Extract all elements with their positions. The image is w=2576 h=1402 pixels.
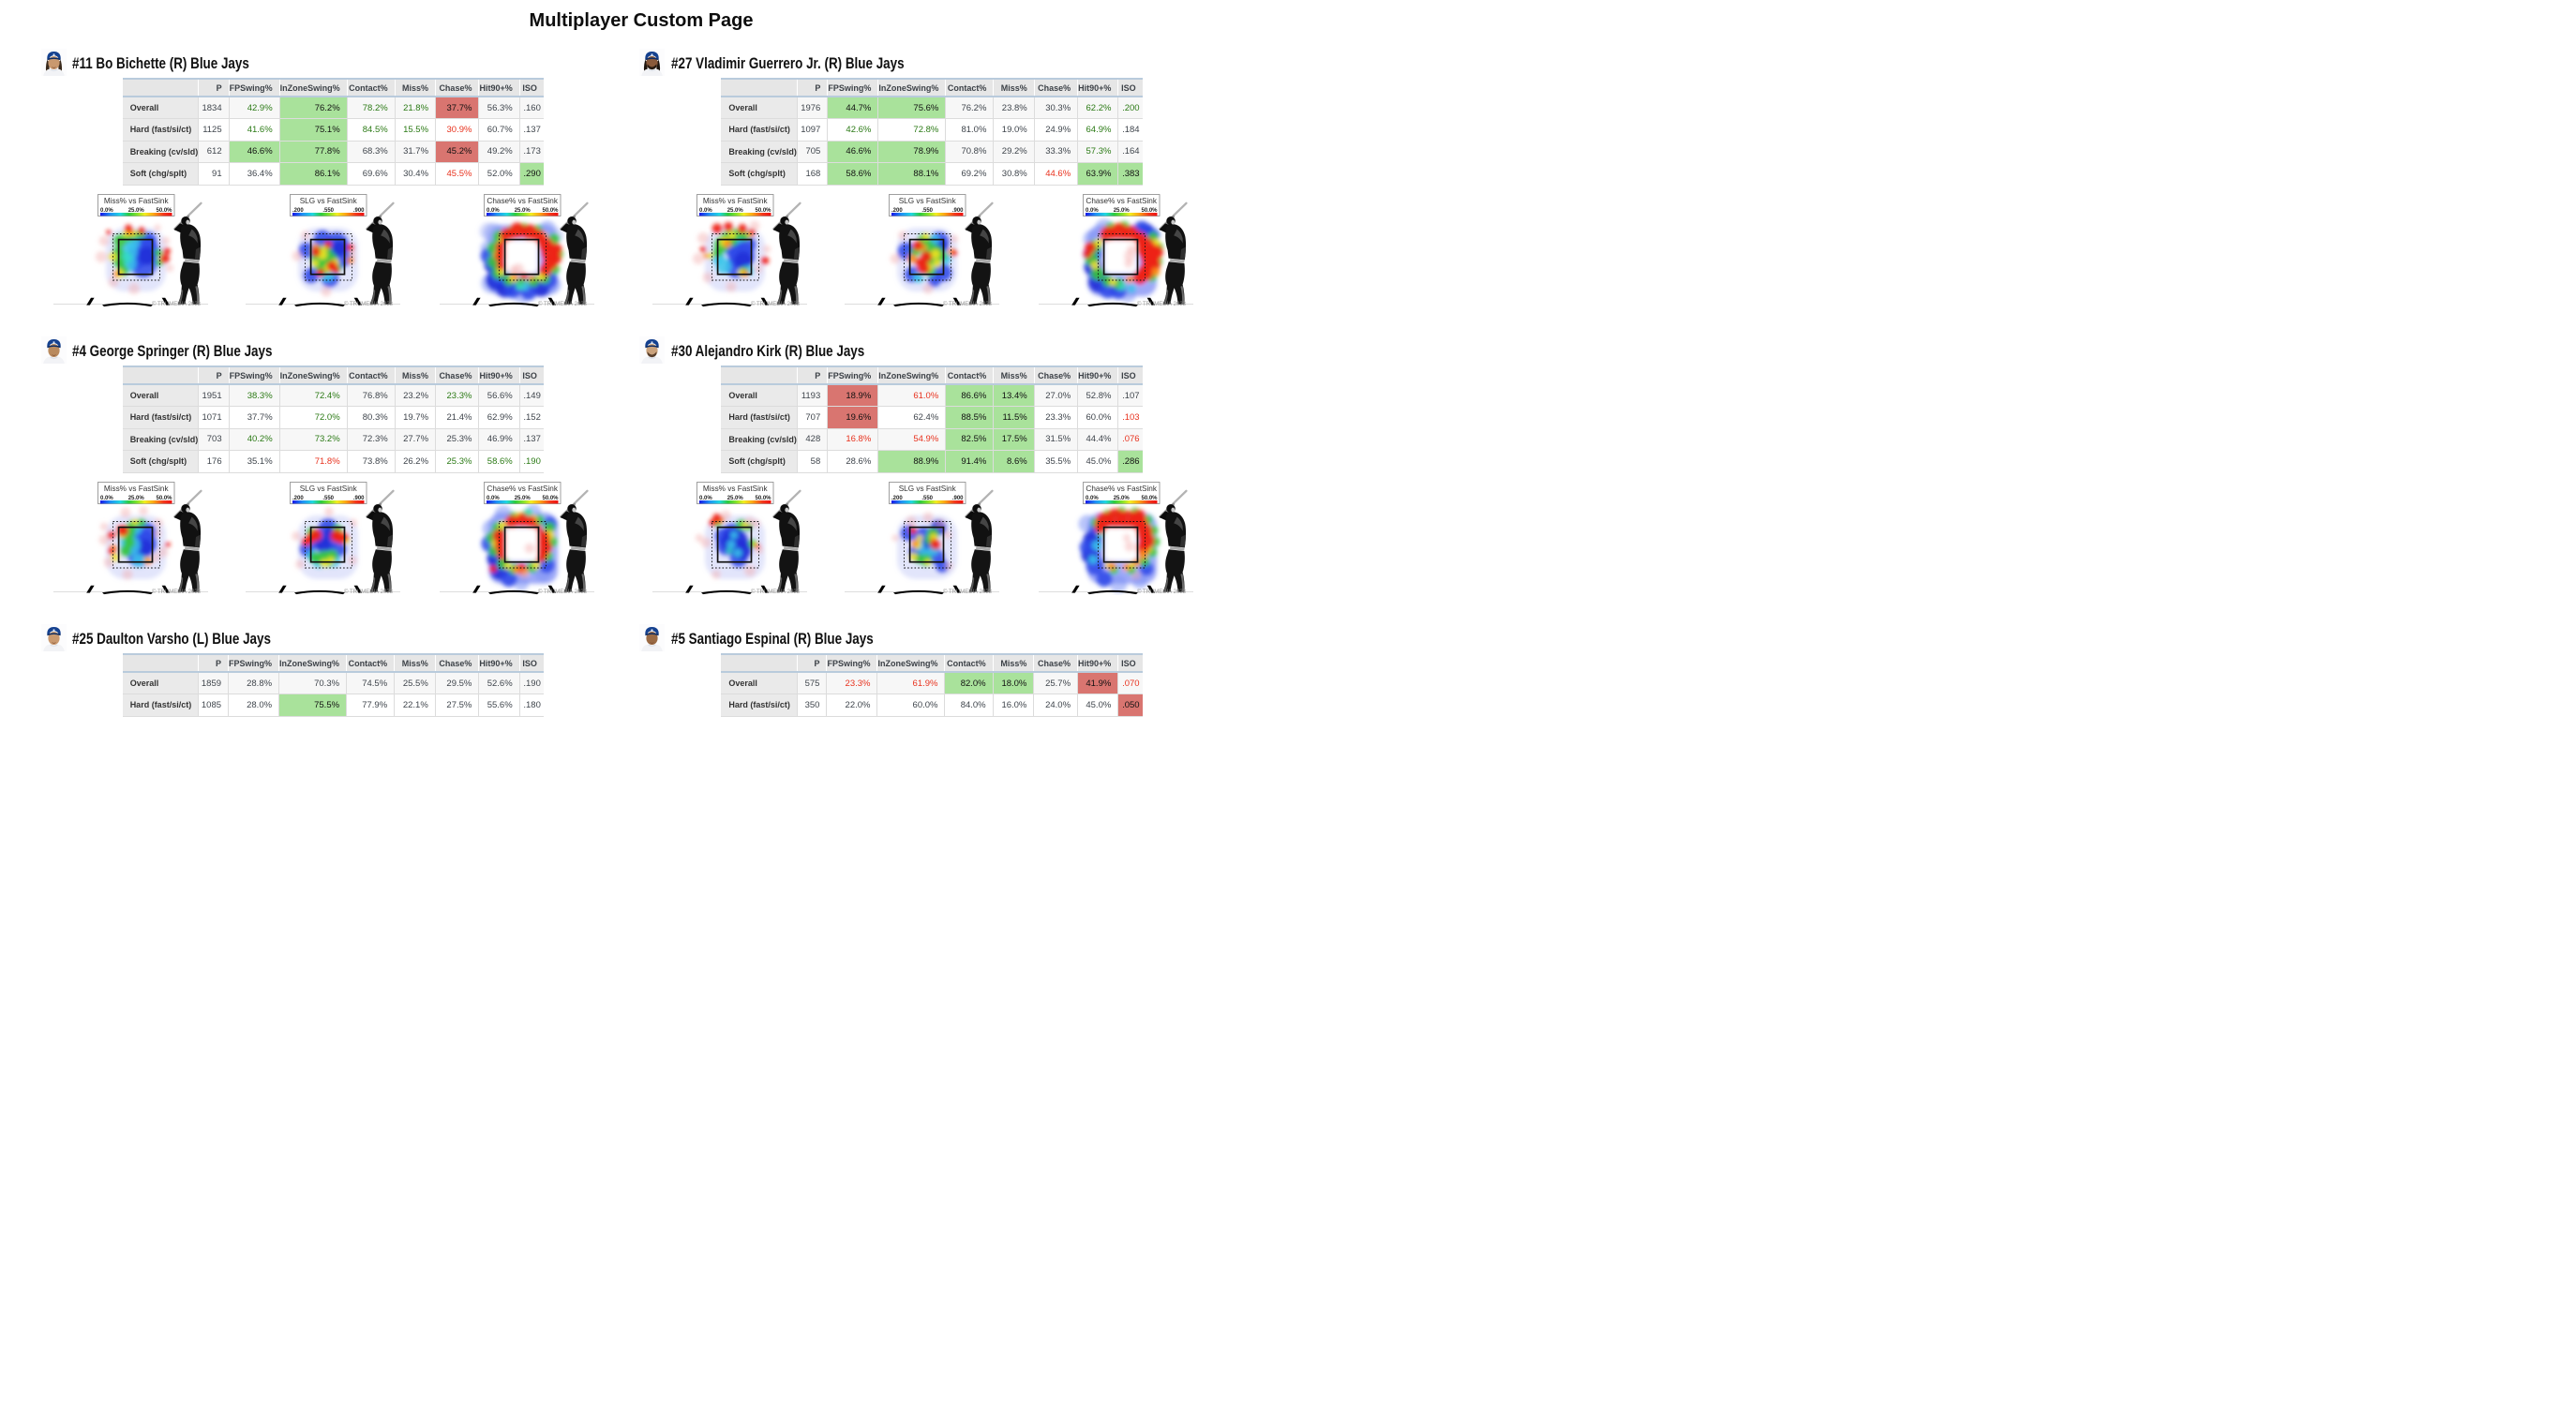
svg-text:© TRUMEDIA 2023: © TRUMEDIA 2023 xyxy=(344,589,394,595)
svg-text:Chase% vs FastSink: Chase% vs FastSink xyxy=(487,197,558,205)
svg-text:0.0%: 0.0% xyxy=(487,208,500,214)
svg-text:.200: .200 xyxy=(891,208,903,214)
svg-text:0.0%: 0.0% xyxy=(100,208,113,214)
svg-text:0.0%: 0.0% xyxy=(1086,208,1099,214)
svg-text:SLG vs FastSink: SLG vs FastSink xyxy=(898,197,956,205)
svg-text:© TRUMEDIA 2023: © TRUMEDIA 2023 xyxy=(751,301,801,307)
svg-text:50.0%: 50.0% xyxy=(755,208,771,214)
svg-text:.550: .550 xyxy=(322,496,334,501)
svg-text:.900: .900 xyxy=(353,496,365,501)
svg-text:SLG vs FastSink: SLG vs FastSink xyxy=(898,485,956,493)
svg-text:© TRUMEDIA 2023: © TRUMEDIA 2023 xyxy=(538,589,588,595)
svg-text:.550: .550 xyxy=(921,208,933,214)
svg-text:© TRUMEDIA 2023: © TRUMEDIA 2023 xyxy=(152,301,202,307)
svg-text:25.0%: 25.0% xyxy=(128,496,145,501)
svg-text:50.0%: 50.0% xyxy=(156,496,172,501)
svg-text:0.0%: 0.0% xyxy=(699,208,712,214)
svg-text:.200: .200 xyxy=(292,496,304,501)
svg-text:© TRUMEDIA 2023: © TRUMEDIA 2023 xyxy=(344,301,394,307)
svg-text:.200: .200 xyxy=(891,496,903,501)
svg-text:50.0%: 50.0% xyxy=(755,496,771,501)
svg-text:.900: .900 xyxy=(952,496,964,501)
svg-text:25.0%: 25.0% xyxy=(128,208,145,214)
svg-text:25.0%: 25.0% xyxy=(1113,208,1130,214)
svg-text:© TRUMEDIA 2023: © TRUMEDIA 2023 xyxy=(943,589,993,595)
svg-text:50.0%: 50.0% xyxy=(542,208,559,214)
svg-text:25.0%: 25.0% xyxy=(726,496,743,501)
svg-text:Miss% vs FastSink: Miss% vs FastSink xyxy=(703,485,769,493)
svg-text:SLG vs FastSink: SLG vs FastSink xyxy=(300,197,358,205)
svg-text:25.0%: 25.0% xyxy=(1113,496,1130,501)
svg-text:25.0%: 25.0% xyxy=(515,496,532,501)
svg-text:50.0%: 50.0% xyxy=(1141,496,1158,501)
svg-text:SLG vs FastSink: SLG vs FastSink xyxy=(300,485,358,493)
svg-text:50.0%: 50.0% xyxy=(1141,208,1158,214)
svg-text:50.0%: 50.0% xyxy=(156,208,172,214)
svg-text:.900: .900 xyxy=(952,208,964,214)
svg-text:© TRUMEDIA 2023: © TRUMEDIA 2023 xyxy=(538,301,588,307)
svg-text:0.0%: 0.0% xyxy=(487,496,500,501)
svg-text:0.0%: 0.0% xyxy=(699,496,712,501)
svg-text:Chase% vs FastSink: Chase% vs FastSink xyxy=(487,485,558,493)
svg-text:.900: .900 xyxy=(353,208,365,214)
svg-text:Miss% vs FastSink: Miss% vs FastSink xyxy=(104,197,170,205)
svg-text:0.0%: 0.0% xyxy=(1086,496,1099,501)
svg-text:© TRUMEDIA 2023: © TRUMEDIA 2023 xyxy=(1137,301,1187,307)
svg-text:50.0%: 50.0% xyxy=(542,496,559,501)
svg-text:Miss% vs FastSink: Miss% vs FastSink xyxy=(703,197,769,205)
svg-text:© TRUMEDIA 2023: © TRUMEDIA 2023 xyxy=(751,589,801,595)
svg-text:Miss% vs FastSink: Miss% vs FastSink xyxy=(104,485,170,493)
svg-text:Chase% vs FastSink: Chase% vs FastSink xyxy=(1086,485,1157,493)
svg-text:© TRUMEDIA 2023: © TRUMEDIA 2023 xyxy=(152,589,202,595)
svg-text:Chase% vs FastSink: Chase% vs FastSink xyxy=(1086,197,1157,205)
svg-text:.200: .200 xyxy=(292,208,304,214)
svg-text:25.0%: 25.0% xyxy=(515,208,532,214)
svg-text:0.0%: 0.0% xyxy=(100,496,113,501)
svg-text:.550: .550 xyxy=(322,208,334,214)
svg-text:© TRUMEDIA 2023: © TRUMEDIA 2023 xyxy=(943,301,993,307)
svg-text:25.0%: 25.0% xyxy=(726,208,743,214)
svg-text:.550: .550 xyxy=(921,496,933,501)
svg-text:© TRUMEDIA 2023: © TRUMEDIA 2023 xyxy=(1137,589,1187,595)
